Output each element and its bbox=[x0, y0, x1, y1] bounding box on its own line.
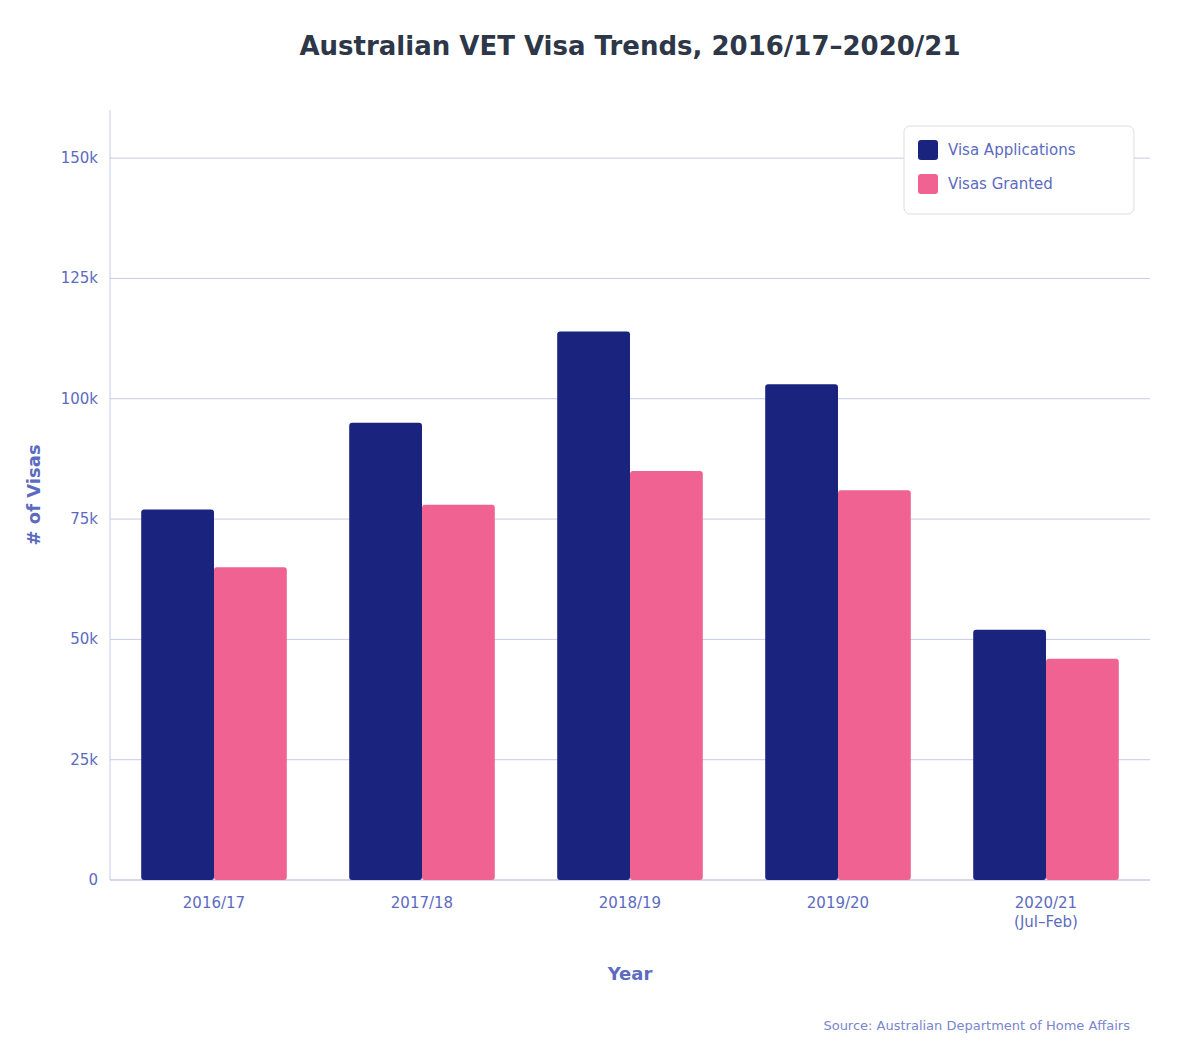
x-axis-label: Year bbox=[607, 963, 653, 984]
bar bbox=[630, 471, 703, 880]
bars bbox=[141, 331, 1119, 880]
legend-frame bbox=[904, 126, 1134, 214]
y-axis-line bbox=[110, 110, 111, 880]
y-tick-label: 0 bbox=[88, 871, 98, 889]
bar bbox=[349, 423, 422, 880]
bar bbox=[214, 567, 287, 880]
chart-svg: Australian VET Visa Trends, 2016/17–2020… bbox=[0, 0, 1201, 1054]
chart-title: Australian VET Visa Trends, 2016/17–2020… bbox=[299, 31, 960, 61]
x-tick-label: 2016/17 bbox=[183, 894, 245, 912]
y-tick-label: 75k bbox=[70, 510, 98, 528]
y-tick-label: 125k bbox=[61, 269, 99, 287]
bar bbox=[765, 384, 838, 880]
legend-swatch bbox=[918, 140, 938, 160]
source-note: Source: Australian Department of Home Af… bbox=[823, 1018, 1130, 1033]
grid bbox=[110, 158, 1150, 880]
grid-line bbox=[110, 278, 1150, 279]
legend: Visa Applications Visas Granted bbox=[904, 126, 1134, 214]
bar bbox=[973, 630, 1046, 880]
y-axis-label: # of Visas bbox=[23, 444, 44, 545]
legend-label: Visa Applications bbox=[948, 141, 1076, 159]
x-tick-label: 2020/21(Jul–Feb) bbox=[1014, 894, 1078, 931]
chart-container: Australian VET Visa Trends, 2016/17–2020… bbox=[0, 0, 1201, 1054]
bar bbox=[422, 505, 495, 880]
bar bbox=[1046, 659, 1119, 880]
bar bbox=[557, 331, 630, 880]
bar bbox=[838, 490, 911, 880]
legend-swatch bbox=[918, 174, 938, 194]
y-tick-label: 100k bbox=[61, 390, 99, 408]
bar bbox=[141, 509, 214, 880]
y-tick-label: 25k bbox=[70, 751, 98, 769]
y-tick-label: 50k bbox=[70, 630, 98, 648]
legend-label: Visas Granted bbox=[948, 175, 1053, 193]
y-tick-label: 150k bbox=[61, 149, 99, 167]
x-tick-label: 2019/20 bbox=[807, 894, 869, 912]
x-tick-label: 2018/19 bbox=[599, 894, 661, 912]
x-tick-label: 2017/18 bbox=[391, 894, 453, 912]
